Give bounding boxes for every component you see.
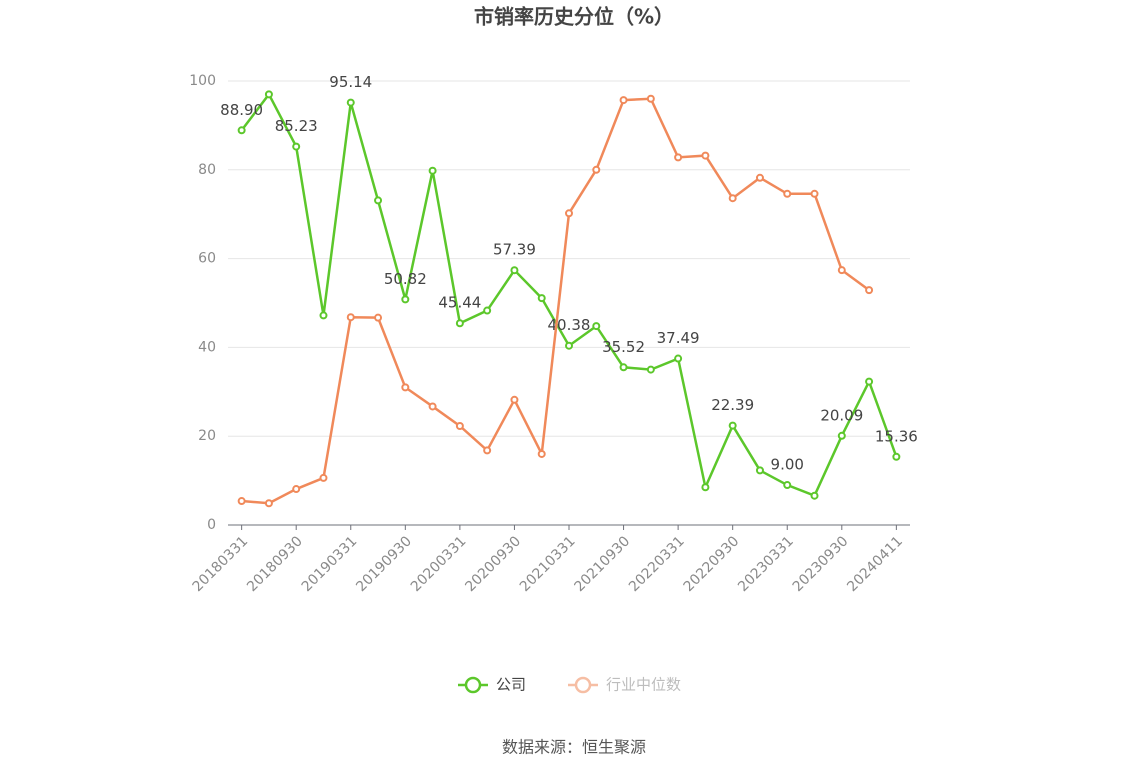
data-point: [783, 189, 792, 198]
data-point: [783, 481, 792, 490]
data-point: [565, 341, 573, 350]
data-point: [319, 311, 328, 320]
x-tick-label: 20240411: [844, 533, 906, 595]
data-point: [237, 126, 246, 135]
x-tick-label: 20180331: [190, 533, 252, 595]
data-label: 15.36: [875, 427, 918, 445]
data-point: [701, 151, 710, 160]
data-point: [455, 319, 464, 328]
data-point: [264, 90, 273, 99]
data-point: [728, 421, 737, 430]
data-point: [810, 189, 819, 198]
data-point: [537, 449, 546, 458]
data-point: [428, 166, 437, 175]
data-point: [292, 142, 301, 151]
legend-label: 公司: [496, 676, 526, 694]
data-point: [510, 266, 519, 275]
data-point: [592, 322, 601, 331]
x-tick-label: 20220930: [681, 533, 743, 595]
x-tick-label: 20210930: [572, 533, 634, 595]
data-point: [674, 354, 683, 363]
legend-marker: [464, 676, 482, 694]
data-point: [319, 473, 328, 482]
data-point: [264, 499, 273, 508]
data-label: 20.09: [820, 406, 863, 424]
data-point: [401, 383, 410, 392]
x-tick-label: 20230930: [790, 533, 852, 595]
data-point: [619, 363, 628, 372]
data-point: [237, 497, 246, 506]
x-tick-label: 20200331: [408, 533, 470, 595]
data-point: [837, 266, 846, 275]
data-point: [701, 483, 710, 492]
y-tick-label: 0: [207, 517, 216, 533]
data-point: [619, 96, 628, 105]
data-point: [755, 173, 764, 182]
data-point: [646, 365, 655, 374]
data-label: 22.39: [711, 396, 754, 414]
x-tick-label: 20210331: [517, 533, 579, 595]
data-point: [483, 446, 492, 455]
legend-item: 公司: [458, 676, 526, 694]
data-point: [455, 421, 464, 430]
data-point: [810, 491, 819, 500]
data-point: [374, 313, 383, 322]
data-point: [755, 466, 764, 475]
data-label: 9.00: [771, 456, 804, 474]
y-tick-label: 20: [198, 428, 216, 444]
data-point: [837, 431, 846, 440]
data-point: [537, 294, 546, 303]
data-point: [646, 94, 655, 103]
data-point: [565, 209, 573, 218]
data-point: [346, 313, 355, 322]
chart-title: 市销率历史分位（%）: [474, 5, 674, 29]
x-tick-label: 20230331: [735, 533, 797, 595]
data-label: 57.39: [493, 241, 536, 259]
data-label: 37.49: [657, 329, 700, 347]
series-line: [241, 97, 870, 505]
data-label: 45.44: [438, 294, 481, 312]
data-label: 95.14: [329, 73, 372, 91]
data-point: [346, 98, 355, 107]
data-label: 85.23: [275, 117, 318, 135]
legend-label: 行业中位数: [606, 676, 681, 694]
data-label: 35.52: [602, 338, 645, 356]
data-point: [674, 153, 683, 162]
x-tick-label: 20190930: [353, 533, 415, 595]
y-tick-label: 80: [198, 162, 216, 178]
data-point: [892, 452, 901, 461]
y-tick-label: 40: [198, 339, 216, 355]
y-tick-label: 60: [198, 251, 216, 267]
data-point: [292, 485, 301, 494]
legend-marker: [574, 676, 592, 694]
series-line: [240, 91, 898, 498]
x-tick-label: 20190331: [299, 533, 361, 595]
legend-item: 行业中位数: [568, 676, 681, 694]
y-tick-label: 100: [189, 73, 216, 89]
data-point: [510, 395, 519, 404]
data-point: [592, 165, 601, 174]
data-point: [865, 377, 874, 386]
data-label: 40.38: [548, 316, 591, 334]
data-point: [865, 286, 874, 295]
data-label: 88.90: [220, 101, 263, 119]
source: 数据来源：恒生聚源: [502, 738, 646, 757]
x-tick-label: 20200930: [462, 533, 524, 595]
x-tick-label: 20180930: [244, 533, 306, 595]
data-point: [483, 306, 492, 315]
data-label: 50.82: [384, 270, 427, 288]
data-point: [428, 402, 437, 411]
data-point: [401, 295, 410, 304]
data-point: [374, 196, 383, 205]
x-tick-label: 20220331: [626, 533, 688, 595]
data-point: [728, 194, 737, 203]
